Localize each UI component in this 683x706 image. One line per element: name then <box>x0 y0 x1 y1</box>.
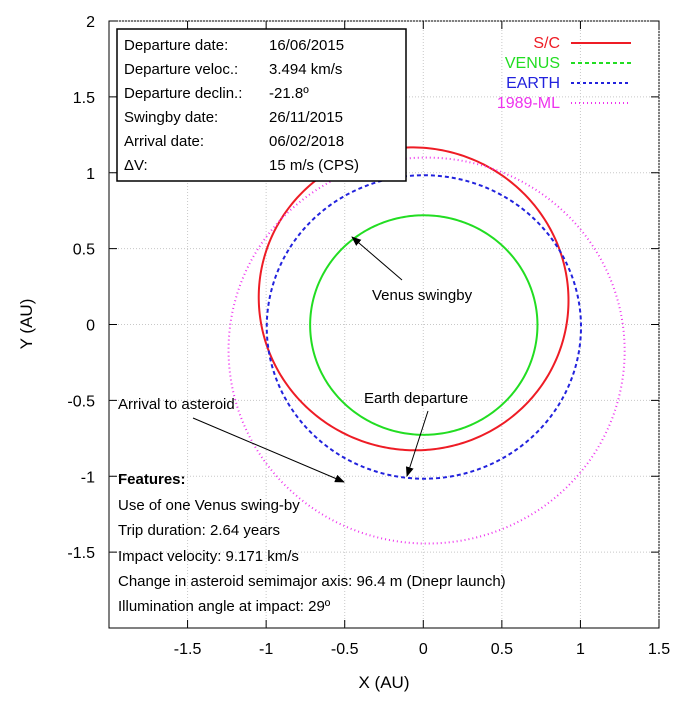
x-tick-label: 0.5 <box>491 641 513 658</box>
info-value-departure-declination: -21.8º <box>269 85 309 102</box>
info-value-departure-velocity: 3.494 km/s <box>269 61 342 78</box>
y-tick-label: 1.5 <box>73 90 95 107</box>
info-label-departure-velocity: Departure veloc.: <box>124 61 238 78</box>
y-tick-label: 2 <box>86 14 95 31</box>
feature-line-2: Trip duration: 2.64 years <box>118 522 280 539</box>
ticks: -1.5 -1 -0.5 0 0.5 1 1.5 2 1.5 1 0.5 0 -0.5 -1 -1.5 <box>67 14 670 658</box>
x-tick-label: 0 <box>419 641 428 658</box>
x-tick-label: -1 <box>259 641 273 658</box>
legend-label-earth: EARTH <box>506 75 560 92</box>
y-tick-label: 1 <box>86 166 95 183</box>
annotations: Venus swingby Earth departure Arrival to… <box>118 236 473 483</box>
arrow-venus-swingby <box>351 236 403 281</box>
info-label-departure-declination: Departure declin.: <box>124 85 242 102</box>
info-box-frame <box>116 28 407 182</box>
x-tick-label: 1 <box>576 641 585 658</box>
orbit-1989-ml <box>227 156 626 545</box>
feature-line-3: Impact velocity: 9.171 km/s <box>118 548 299 565</box>
info-label-swingby-date: Swingby date: <box>124 109 218 126</box>
legend-label-venus: VENUS <box>505 55 560 72</box>
legend: S/C VENUS EARTH 1989-ML <box>497 35 631 112</box>
info-value-arrival-date: 06/02/2018 <box>269 133 344 150</box>
legend-label-sc: S/C <box>533 35 560 52</box>
y-tick-label: 0.5 <box>73 242 95 259</box>
x-tick-label: 1.5 <box>648 641 670 658</box>
info-value-departure-date: 16/06/2015 <box>269 37 344 54</box>
features-title: Features: <box>118 471 186 488</box>
orbit-earth <box>265 174 582 480</box>
y-tick-label: 0 <box>86 318 95 335</box>
arrow-earth-departure <box>405 410 429 477</box>
y-axis-label: Y (AU) <box>17 299 36 350</box>
feature-line-5: Illumination angle at impact: 29º <box>118 598 331 615</box>
info-label-departure-date: Departure date: <box>124 37 228 54</box>
arrow-arrival-asteroid <box>192 417 345 483</box>
x-tick-label: -1.5 <box>174 641 202 658</box>
annotation-arrival-asteroid: Arrival to asteroid <box>118 396 235 413</box>
annotation-earth-departure: Earth departure <box>364 390 468 407</box>
annotation-venus-swingby: Venus swingby <box>372 287 473 304</box>
info-label-delta-v: ΔV: <box>124 157 148 174</box>
info-value-delta-v: 15 m/s (CPS) <box>269 157 359 174</box>
features-block: Features: Use of one Venus swing-by Trip… <box>118 471 506 615</box>
y-tick-label: -1 <box>81 469 95 486</box>
info-value-swingby-date: 26/11/2015 <box>269 109 343 126</box>
feature-line-4: Change in asteroid semimajor axis: 96.4 … <box>118 573 506 590</box>
x-tick-label: -0.5 <box>331 641 359 658</box>
mission-info-box: Departure date: 16/06/2015 Departure vel… <box>116 28 407 182</box>
info-label-arrival-date: Arrival date: <box>124 133 204 150</box>
legend-label-1989ml: 1989-ML <box>497 95 560 112</box>
x-axis-label: X (AU) <box>359 673 410 692</box>
feature-line-1: Use of one Venus swing-by <box>118 497 300 514</box>
y-tick-label: -0.5 <box>67 393 95 410</box>
orbit-venus <box>309 214 539 436</box>
y-tick-label: -1.5 <box>67 545 95 562</box>
